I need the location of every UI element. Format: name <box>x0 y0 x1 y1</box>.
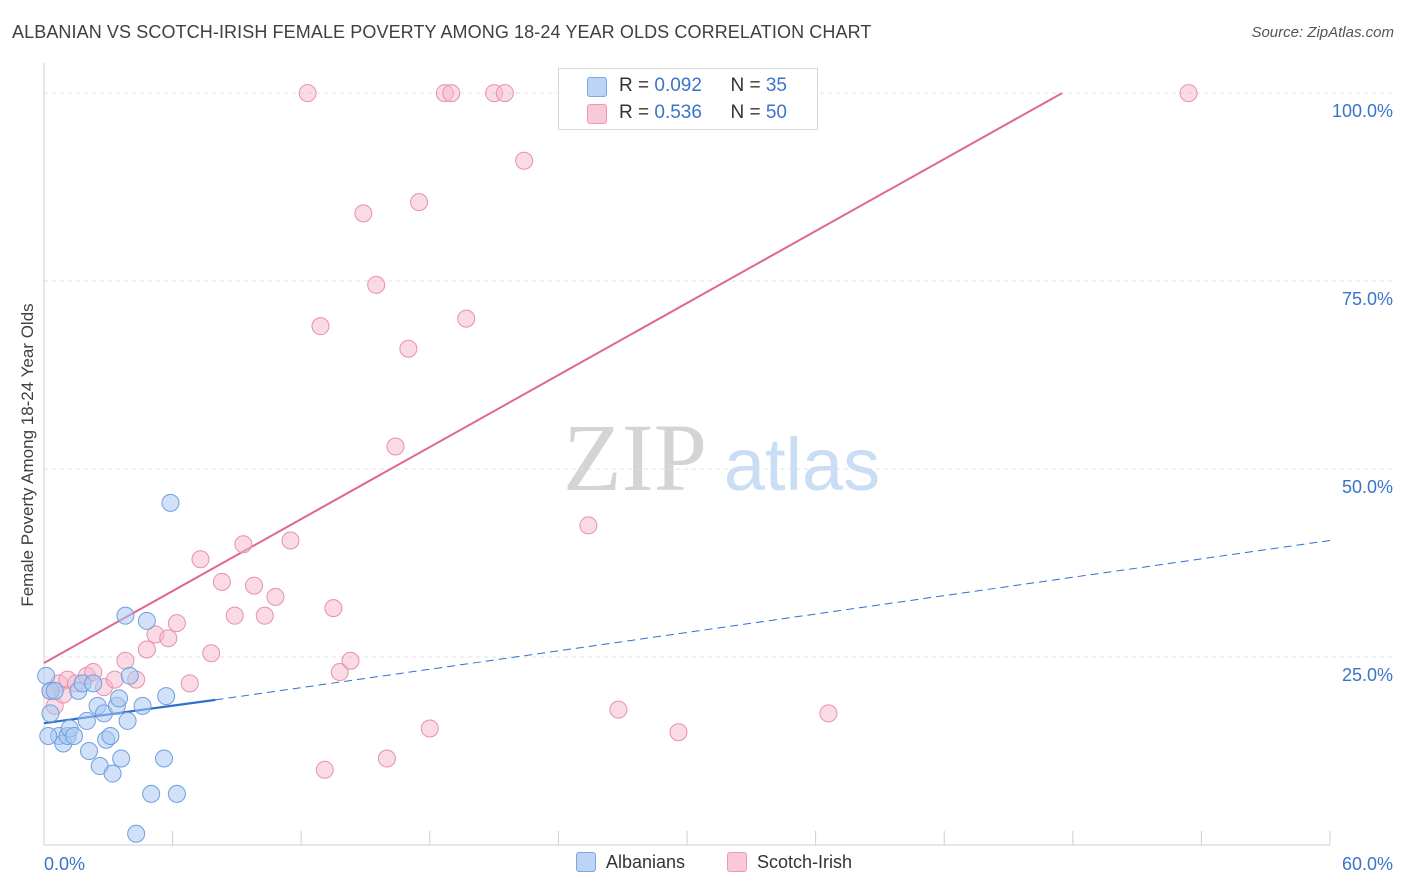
albanians-point <box>157 687 176 706</box>
albanians-point <box>118 711 137 730</box>
scotch-irish-point <box>1179 84 1198 103</box>
trend-lines <box>43 92 1331 725</box>
bottom-legend-albanians: Albanians <box>576 852 685 873</box>
source-label: Source: ZipAtlas.com <box>1251 24 1394 41</box>
scotch-irish-point <box>315 760 334 779</box>
scotch-irish-point <box>495 84 514 103</box>
albanians-point <box>110 689 129 708</box>
scotch-irish-point <box>442 84 461 103</box>
scotch-irish-point <box>377 749 396 768</box>
albanians-swatch <box>587 77 607 97</box>
scotch-irish-point <box>137 640 156 659</box>
albanians-point <box>37 666 56 685</box>
bottom-scotch-irish-label: Scotch-Irish <box>757 852 853 872</box>
chart-title: ALBANIAN VS SCOTCH-IRISH FEMALE POVERTY … <box>12 22 872 42</box>
scotch-irish-point <box>410 193 429 212</box>
scotch-irish-point <box>281 531 300 550</box>
albanians-point <box>155 749 174 768</box>
albanians-point <box>41 704 60 723</box>
y-tick-label: 100.0% <box>1332 101 1393 121</box>
albanians-n-label: N = <box>730 75 766 96</box>
scotch-irish-n-label: N = <box>730 102 766 123</box>
watermark-atlas: atlas <box>724 423 880 506</box>
scotch-irish-point <box>311 317 330 336</box>
scotch-irish-point <box>202 644 221 663</box>
scotch-irish-point <box>420 719 439 738</box>
scotch-irish-point <box>234 535 253 554</box>
watermark-zip: ZIP <box>563 404 707 511</box>
bottom-legend-scotch-irish: Scotch-Irish <box>727 852 852 873</box>
scotch-irish-point <box>341 651 360 670</box>
y-axis-title: Female Poverty Among 18-24 Year Olds <box>18 303 37 607</box>
albanians-point <box>103 764 122 783</box>
albanians-point <box>101 726 120 745</box>
albanians-point <box>142 784 161 803</box>
scotch-irish-point <box>105 670 124 689</box>
scotch-irish-point <box>116 651 135 670</box>
scotch-irish-n-value: 50 <box>765 102 787 123</box>
scotch-irish-point <box>386 437 405 456</box>
albanians-point <box>45 681 64 700</box>
albanians-point <box>77 711 96 730</box>
scotch-irish-point <box>324 599 343 618</box>
albanians-r-value: 0.092 <box>654 75 702 96</box>
albanians-r-label: R = <box>619 75 655 96</box>
x-tick-min: 0.0% <box>44 854 85 874</box>
scotch-irish-point <box>191 550 210 569</box>
scotch-irish-point <box>330 663 349 682</box>
albanians-point <box>120 666 139 685</box>
scotch-irish-point <box>159 629 178 648</box>
albanians-point <box>161 493 180 512</box>
albanians-trend-line <box>43 698 216 725</box>
albanians-point <box>167 784 186 803</box>
scotch-irish-point <box>245 576 264 595</box>
albanians-point <box>112 749 131 768</box>
x-tick-max: 60.0% <box>1342 854 1393 874</box>
scotch-irish-point <box>255 606 274 625</box>
albanians-n-value: 35 <box>765 75 787 96</box>
albanians-point <box>80 742 99 761</box>
albanians-point <box>127 824 146 843</box>
scotch-irish-point <box>298 84 317 103</box>
bottom-scotch-irish-swatch <box>727 852 747 872</box>
watermark: ZIP atlas <box>563 404 880 511</box>
albanians-trend-line-dashed <box>215 539 1331 701</box>
y-tick-label: 25.0% <box>1342 665 1393 685</box>
y-tick-labels: 25.0% 50.0% 75.0% 100.0% <box>1332 101 1393 685</box>
albanians-point <box>116 606 135 625</box>
y-tick-label: 75.0% <box>1342 289 1393 309</box>
scotch-irish-point <box>266 587 285 606</box>
scotch-irish-point <box>225 606 244 625</box>
scotch-irish-point <box>515 151 534 170</box>
x-tick-labels: 0.0% 60.0% <box>44 854 1393 874</box>
scotch-irish-r-label: R = <box>619 102 655 123</box>
scotch-irish-point <box>212 572 231 591</box>
scotch-irish-point <box>609 700 628 719</box>
albanians-points <box>37 493 186 843</box>
stats-legend: R = 0.092 N = 35 R = 0.536 N = 50 <box>558 68 818 130</box>
albanians-point <box>39 726 58 745</box>
albanians-point <box>137 611 156 630</box>
scotch-irish-point <box>579 516 598 535</box>
bottom-albanians-label: Albanians <box>606 852 686 872</box>
scotch-irish-point <box>669 723 688 742</box>
scotch-irish-r-value: 0.536 <box>654 102 702 123</box>
scotch-irish-point <box>180 674 199 693</box>
bottom-albanians-swatch <box>576 852 596 872</box>
gridlines <box>44 92 1393 658</box>
scotch-irish-point <box>819 704 838 723</box>
scotch-irish-point <box>399 339 418 358</box>
albanians-point <box>65 726 84 745</box>
scotch-irish-point <box>167 614 186 633</box>
scotch-irish-trend-line <box>43 92 1063 664</box>
scotch-irish-point <box>457 309 476 328</box>
scotch-irish-point <box>354 204 373 223</box>
albanians-point <box>84 674 103 693</box>
y-tick-label: 50.0% <box>1342 477 1393 497</box>
albanians-point <box>133 696 152 715</box>
scotch-irish-swatch <box>587 104 607 124</box>
scotch-irish-point <box>367 275 386 294</box>
